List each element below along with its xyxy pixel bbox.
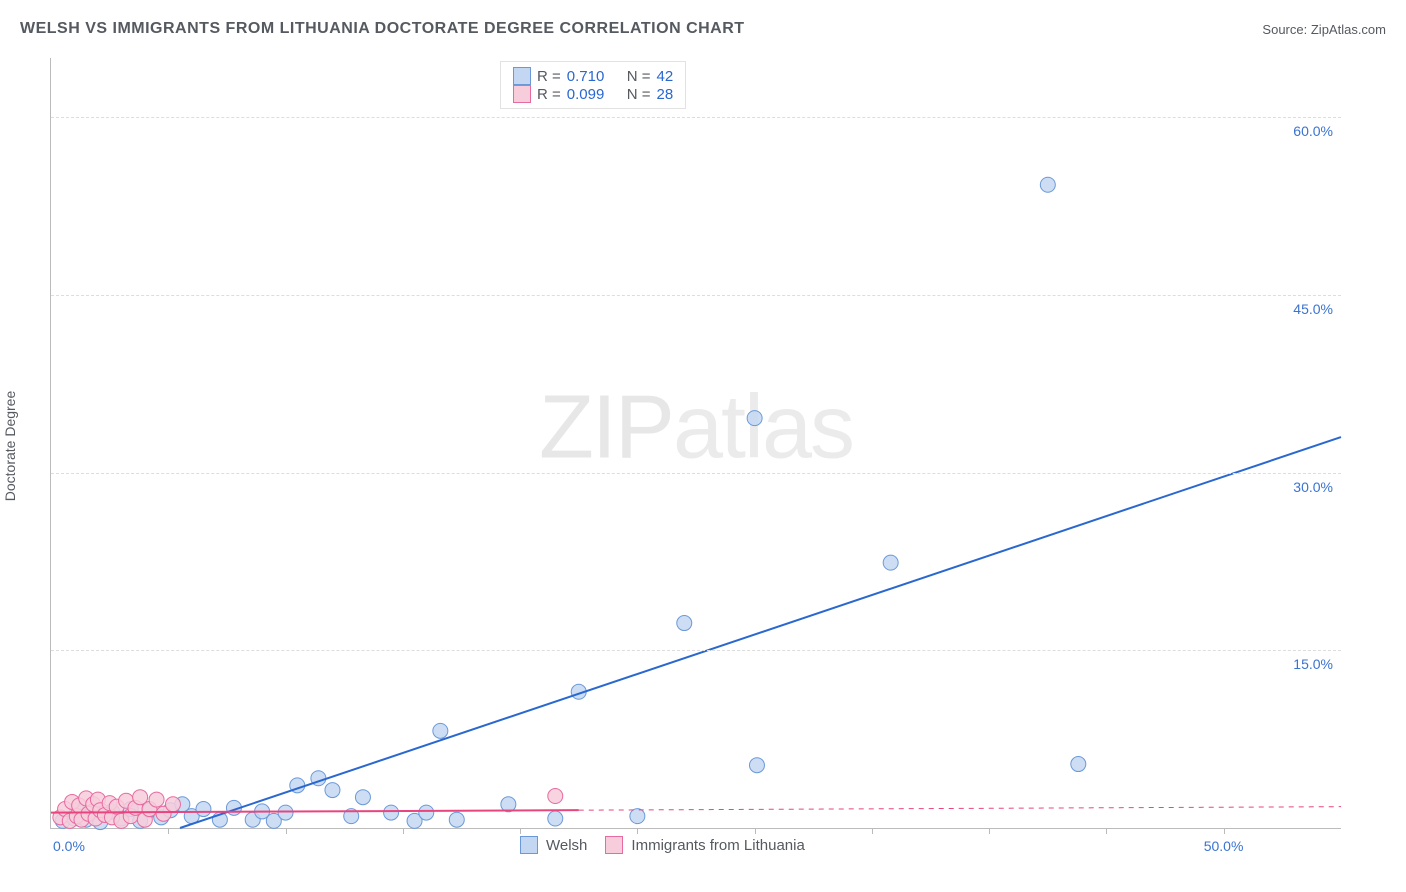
legend-stats-row: R = 0.099 N = 28 (513, 85, 673, 103)
plot-svg (51, 58, 1341, 828)
stat-n-label: N = (627, 86, 651, 103)
x-tick (1106, 828, 1107, 834)
legend-swatch (513, 67, 531, 85)
x-tick (755, 828, 756, 834)
stat-r-label: R = (537, 68, 561, 85)
data-point (355, 790, 370, 805)
chart-title: WELSH VS IMMIGRANTS FROM LITHUANIA DOCTO… (20, 20, 745, 38)
data-point (165, 797, 180, 812)
y-axis-label: Doctorate Degree (2, 391, 18, 502)
grid-line (51, 295, 1341, 296)
source-link[interactable]: ZipAtlas.com (1311, 22, 1386, 37)
stat-n-value: 28 (657, 86, 674, 103)
regression-line-dashed (579, 807, 1341, 811)
x-tick (168, 828, 169, 834)
data-point (749, 758, 764, 773)
data-point (196, 802, 211, 817)
data-point (278, 805, 293, 820)
data-point (747, 411, 762, 426)
data-point (548, 811, 563, 826)
x-tick-label: 50.0% (1204, 838, 1244, 854)
data-point (630, 809, 645, 824)
legend-label: Immigrants from Lithuania (631, 837, 804, 854)
legend-label: Welsh (546, 837, 587, 854)
bottom-legend: Welsh Immigrants from Lithuania (520, 836, 805, 854)
data-point (149, 792, 164, 807)
y-tick-label: 30.0% (1293, 479, 1333, 495)
y-tick-label: 60.0% (1293, 123, 1333, 139)
data-point (883, 555, 898, 570)
legend-swatch (513, 85, 531, 103)
legend-item: Welsh (520, 836, 587, 854)
data-point (449, 812, 464, 827)
y-tick-label: 45.0% (1293, 301, 1333, 317)
data-point (1071, 757, 1086, 772)
x-tick (286, 828, 287, 834)
legend-swatch (605, 836, 623, 854)
legend-stats-box: R = 0.710 N = 42 R = 0.099 N = 28 (500, 61, 686, 109)
x-tick (1224, 828, 1225, 834)
stat-n-value: 42 (657, 68, 674, 85)
x-tick (637, 828, 638, 834)
grid-line (51, 473, 1341, 474)
data-point (325, 783, 340, 798)
stat-r-value: 0.099 (567, 86, 621, 103)
data-point (1040, 177, 1055, 192)
stat-r-label: R = (537, 86, 561, 103)
data-point (548, 789, 563, 804)
data-point (433, 723, 448, 738)
x-tick-label: 0.0% (53, 838, 85, 854)
chart-source: Source: ZipAtlas.com (1262, 22, 1386, 37)
scatter-plot: ZIPatlas 15.0%30.0%45.0%60.0%0.0%50.0% (50, 58, 1341, 829)
source-label: Source: (1262, 22, 1307, 37)
grid-line (51, 650, 1341, 651)
y-tick-label: 15.0% (1293, 656, 1333, 672)
legend-swatch (520, 836, 538, 854)
stat-r-value: 0.710 (567, 68, 621, 85)
data-point (677, 616, 692, 631)
x-tick (403, 828, 404, 834)
grid-line (51, 117, 1341, 118)
stat-n-label: N = (627, 68, 651, 85)
x-tick (989, 828, 990, 834)
data-point (384, 805, 399, 820)
x-tick (520, 828, 521, 834)
legend-stats-row: R = 0.710 N = 42 (513, 67, 673, 85)
legend-item: Immigrants from Lithuania (605, 836, 804, 854)
header: WELSH VS IMMIGRANTS FROM LITHUANIA DOCTO… (20, 20, 1386, 38)
data-point (419, 805, 434, 820)
x-tick (872, 828, 873, 834)
